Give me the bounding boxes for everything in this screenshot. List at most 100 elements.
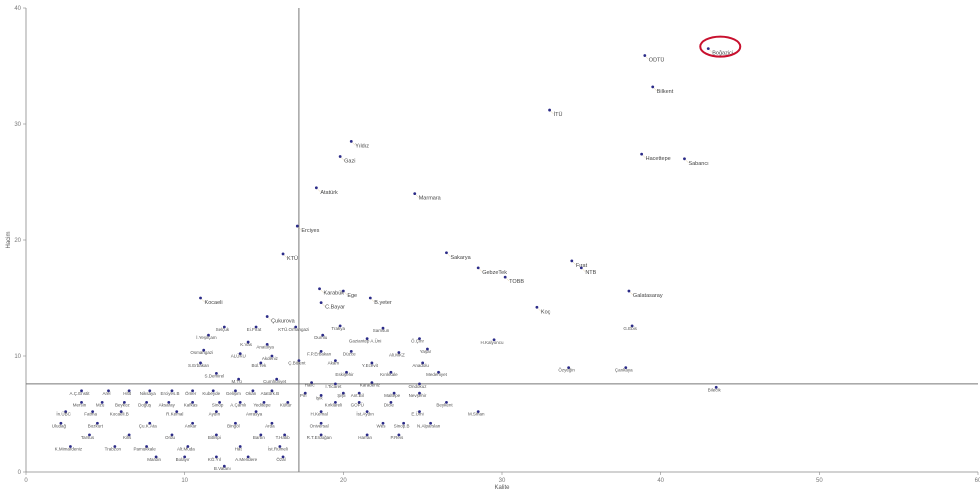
y-tick-label: 30 — [14, 122, 21, 128]
data-point — [202, 348, 206, 352]
data-point — [357, 401, 361, 404]
point-label: N.Alparslan — [417, 423, 441, 428]
point-label: K.Mimardeniz — [55, 446, 83, 451]
data-point — [392, 391, 396, 395]
point-label: Özyeğin — [558, 367, 575, 373]
data-point — [334, 359, 337, 363]
point-label: Pirî — [300, 393, 307, 398]
data-point — [275, 377, 279, 381]
data-point — [238, 352, 242, 356]
data-point — [234, 421, 237, 425]
point-label: R.Kemal — [166, 412, 183, 417]
point-label: Ant.Bil — [351, 393, 364, 398]
data-point — [295, 224, 299, 228]
point-label: Aydın — [209, 412, 221, 417]
data-point — [314, 186, 318, 190]
data-point — [570, 259, 574, 263]
point-label: Galatasaray — [633, 293, 663, 299]
highlight-ellipse — [699, 35, 742, 58]
data-point — [365, 337, 369, 340]
point-label: A.Ç.Enstit — [70, 391, 91, 396]
y-tick-label: 20 — [14, 238, 21, 244]
point-label: A.Çamlı — [230, 402, 246, 407]
point-label: Fatma — [84, 412, 97, 417]
point-label: K.Vas — [240, 342, 252, 347]
data-point — [211, 389, 215, 393]
data-point — [167, 401, 171, 404]
point-label: Maltepe — [384, 393, 401, 398]
point-label: Atatürk — [320, 190, 338, 196]
point-label: GebzeTek — [482, 270, 507, 276]
data-point — [349, 349, 353, 353]
data-point — [215, 433, 218, 437]
data-point — [579, 266, 583, 270]
y-axis-label: Hacim — [6, 231, 12, 248]
data-point — [238, 401, 242, 404]
point-label: Niksaya — [140, 391, 157, 396]
point-label: Arel — [102, 391, 110, 396]
data-point — [418, 391, 421, 395]
point-label: Beykoz — [115, 402, 131, 407]
point-label: G.Ebis — [623, 326, 637, 331]
point-label: Yaşar — [420, 349, 432, 354]
data-point — [714, 385, 718, 389]
point-label: Erciyes — [301, 228, 319, 234]
data-point — [270, 354, 274, 358]
point-label: P.Reis — [391, 435, 404, 440]
data-point — [199, 361, 202, 365]
point-label: Harran — [358, 435, 372, 440]
point-label: Kocaeli.B — [110, 412, 129, 417]
data-point — [389, 370, 393, 374]
data-point — [278, 445, 282, 448]
data-point — [286, 401, 290, 404]
data-point — [127, 389, 131, 393]
point-label: Doğuş — [138, 402, 152, 407]
point-label: Uludağ — [52, 423, 67, 428]
point-label: Medeniyet — [426, 372, 448, 377]
point-label: T.Hatib — [276, 435, 291, 440]
data-point — [237, 377, 241, 381]
data-point — [262, 401, 266, 404]
data-point — [283, 433, 287, 437]
data-point — [341, 391, 345, 395]
point-label: Kültür — [280, 402, 292, 407]
point-label: KTÜ — [287, 255, 298, 262]
data-point — [297, 359, 301, 363]
reference-lines — [26, 8, 978, 472]
point-label: Marmara — [419, 196, 442, 202]
y-tick-label: 40 — [14, 6, 21, 12]
point-label: Beykent — [436, 402, 453, 407]
point-label: Yıldız — [355, 143, 369, 149]
point-label: Kırıkkale — [380, 372, 398, 377]
data-point — [397, 351, 401, 354]
point-label: Fırat — [576, 263, 588, 269]
point-label: Sakarya — [450, 255, 471, 261]
data-point — [310, 381, 313, 385]
point-label: Avrasya — [246, 412, 263, 417]
data-point — [640, 152, 644, 156]
point-label: Kafkas — [184, 402, 199, 407]
data-point — [265, 315, 269, 318]
point-label: R.T.Erdoğan — [307, 435, 333, 440]
point-label: ALÜKU — [231, 353, 246, 359]
data-point — [535, 305, 539, 309]
data-point — [349, 140, 353, 143]
data-point — [145, 445, 148, 448]
data-points — [59, 47, 718, 468]
point-label: Bartın — [253, 435, 266, 440]
data-point — [370, 361, 374, 365]
point-label: İn.ÜBC — [56, 411, 71, 417]
data-point — [265, 343, 269, 346]
y-tick-label: 0 — [18, 470, 22, 476]
point-label: Akam — [328, 361, 340, 366]
point-label: Ondokuz — [408, 384, 427, 389]
point-label: Selçuk — [216, 327, 230, 332]
y-tick-label: 10 — [14, 354, 21, 360]
data-point — [418, 382, 421, 386]
data-point — [175, 410, 179, 414]
data-point — [59, 421, 63, 425]
x-tick-label: 50 — [816, 478, 823, 484]
data-point — [96, 421, 99, 425]
point-label: E.Ümi — [411, 411, 423, 417]
point-label: H.Kalyoncu — [481, 340, 505, 345]
